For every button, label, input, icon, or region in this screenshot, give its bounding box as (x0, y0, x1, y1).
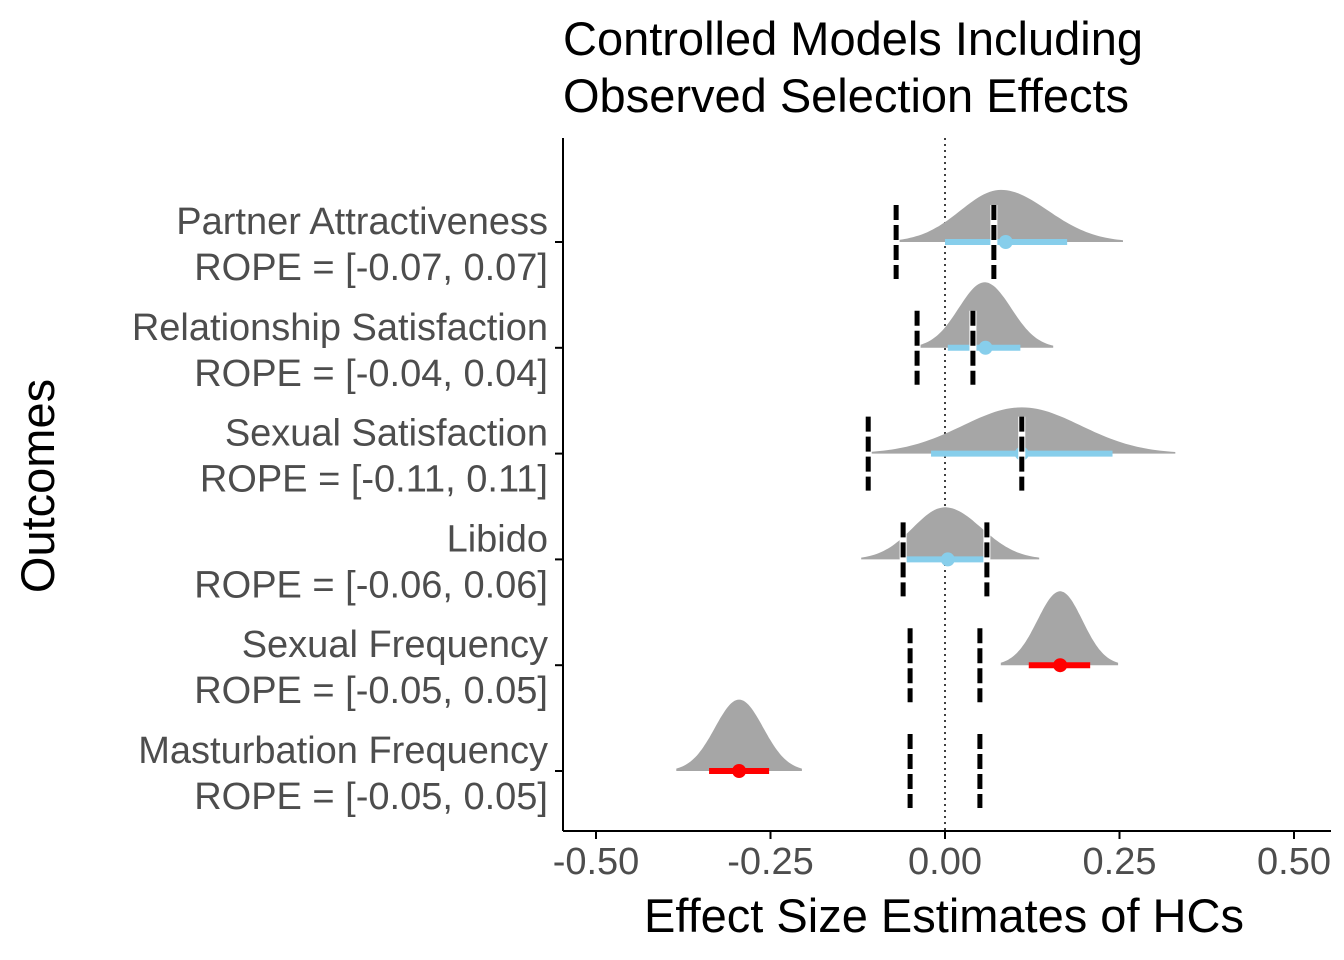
rope-label: ROPE = [-0.05, 0.05] (194, 776, 548, 818)
outcome-row (555, 507, 1040, 597)
outcome-label: Sexual Satisfaction (225, 413, 548, 455)
outcome-label: Relationship Satisfaction (132, 307, 548, 349)
outcome-label: Masturbation Frequency (138, 730, 548, 772)
outcome-label: Libido (447, 518, 548, 560)
axes (562, 138, 1331, 832)
density-shape (1000, 591, 1119, 666)
x-axis-title: Effect Size Estimates of HCs (644, 889, 1244, 942)
point-estimate (940, 552, 955, 567)
outcome-label: Partner Attractiveness (176, 201, 548, 243)
chart-title-line-2: Observed Selection Effects (563, 69, 1129, 122)
rope-label: ROPE = [-0.11, 0.11] (200, 459, 548, 501)
point-estimate (732, 764, 747, 778)
x-tick-label: -0.50 (553, 841, 640, 883)
point-estimate (1053, 658, 1068, 673)
outcome-row (555, 591, 1119, 703)
outcome-row (555, 189, 1123, 279)
chart-title-line-1: Controlled Models Including (563, 12, 1143, 65)
x-tick-label: -0.25 (727, 841, 814, 883)
x-tick-label: 0.25 (1083, 841, 1157, 883)
outcome-label: Sexual Frequency (242, 624, 548, 666)
chart-title: Controlled Models Including Observed Sel… (563, 12, 1143, 122)
outcome-row (555, 699, 984, 808)
rope-label: ROPE = [-0.06, 0.06] (194, 564, 548, 606)
point-estimate (998, 235, 1013, 249)
y-axis-title: Outcomes (11, 379, 64, 593)
point-estimate (978, 340, 993, 355)
density-shape (861, 507, 1040, 560)
density-shape (676, 699, 802, 771)
outcome-row (555, 407, 1176, 491)
x-tick-labels: -0.50 -0.25 0.00 0.25 0.50 (553, 831, 1331, 883)
x-tick-label: 0.00 (908, 841, 982, 883)
plot-area (555, 138, 1176, 831)
outcome-row (555, 282, 1054, 385)
rope-label: ROPE = [-0.04, 0.04] (194, 353, 548, 395)
rope-label: ROPE = [-0.07, 0.07] (194, 247, 548, 289)
density-shape (917, 282, 1054, 348)
rope-label: ROPE = [-0.05, 0.05] (194, 670, 548, 712)
density-shape (896, 189, 1123, 242)
x-tick-label: 0.50 (1257, 841, 1331, 883)
